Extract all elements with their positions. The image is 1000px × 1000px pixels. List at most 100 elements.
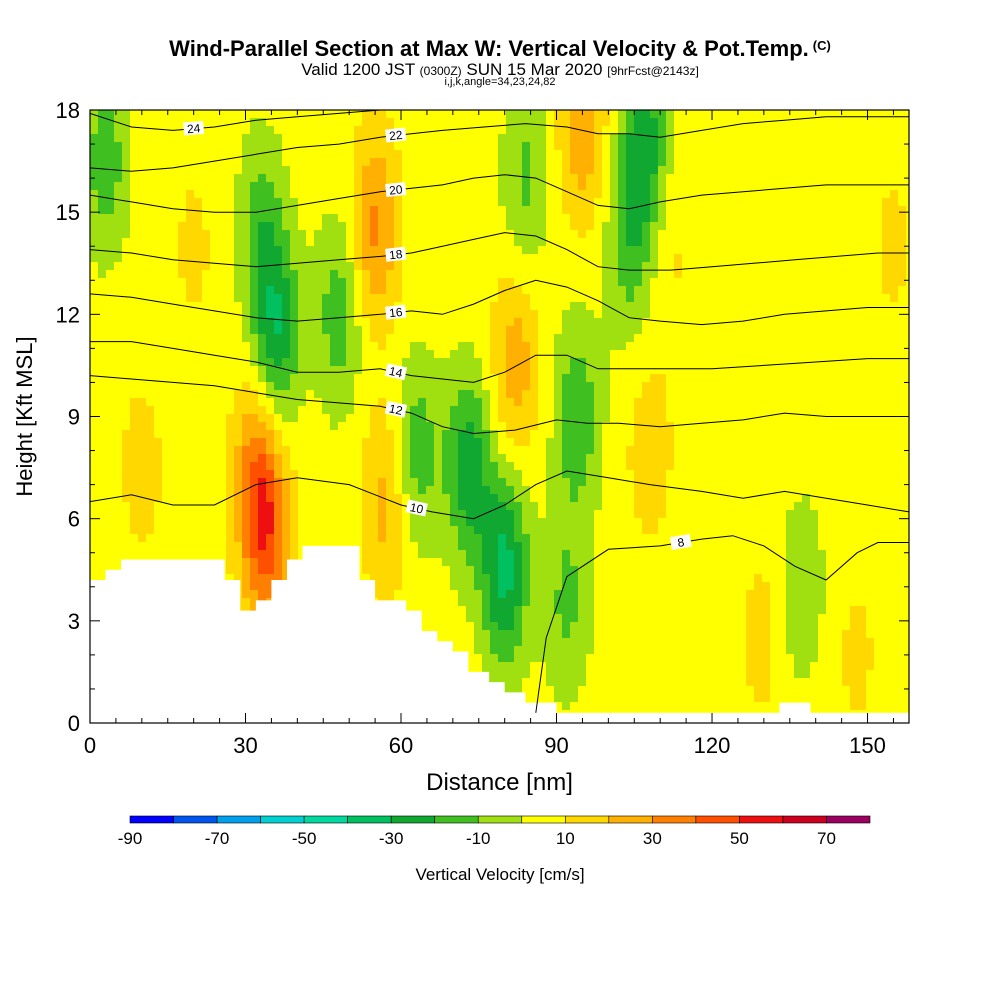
field-cell: [738, 230, 746, 238]
field-cell: [842, 390, 850, 398]
field-cell: [746, 270, 754, 278]
field-cell: [266, 438, 274, 446]
field-cell: [594, 190, 602, 198]
field-cell: [130, 118, 138, 126]
field-cell: [418, 390, 426, 398]
field-cell: [842, 406, 850, 414]
field-cell: [690, 430, 698, 438]
field-cell: [594, 206, 602, 214]
field-cell: [466, 494, 474, 502]
field-cell: [810, 310, 818, 318]
field-cell: [362, 262, 370, 270]
field-cell: [850, 262, 858, 270]
field-cell: [874, 110, 882, 118]
field-cell: [266, 302, 274, 310]
field-cell: [906, 406, 909, 414]
field-cell: [130, 318, 138, 326]
field-cell: [362, 350, 370, 358]
field-cell: [426, 446, 434, 454]
field-cell: [242, 206, 250, 214]
field-cell: [178, 166, 186, 174]
field-cell: [466, 270, 474, 278]
field-cell: [466, 254, 474, 262]
field-cell: [786, 414, 794, 422]
field-cell: [802, 270, 810, 278]
field-cell: [546, 382, 554, 390]
field-cell: [330, 326, 338, 334]
field-cell: [482, 110, 490, 118]
field-cell: [474, 358, 482, 366]
field-cell: [746, 222, 754, 230]
field-cell: [834, 270, 842, 278]
field-cell: [650, 214, 658, 222]
field-cell: [122, 166, 130, 174]
field-cell: [226, 270, 234, 278]
field-cell: [818, 166, 826, 174]
field-cell: [458, 118, 466, 126]
field-cell: [554, 390, 562, 398]
field-cell: [786, 390, 794, 398]
field-cell: [394, 446, 402, 454]
field-cell: [98, 190, 106, 198]
field-cell: [410, 286, 418, 294]
field-cell: [714, 118, 722, 126]
field-cell: [818, 414, 826, 422]
field-cell: [714, 486, 722, 494]
field-cell: [114, 286, 122, 294]
field-cell: [690, 118, 698, 126]
field-cell: [178, 254, 186, 262]
field-cell: [338, 134, 346, 142]
field-cell: [866, 142, 874, 150]
field-cell: [402, 142, 410, 150]
field-cell: [298, 150, 306, 158]
field-cell: [386, 222, 394, 230]
field-cell: [746, 478, 754, 486]
field-cell: [530, 446, 538, 454]
field-cell: [250, 198, 258, 206]
field-cell: [410, 238, 418, 246]
field-cell: [506, 462, 514, 470]
field-cell: [570, 366, 578, 374]
field-cell: [354, 358, 362, 366]
field-cell: [770, 414, 778, 422]
field-cell: [90, 230, 98, 238]
field-cell: [290, 302, 298, 310]
field-cell: [626, 454, 634, 462]
field-cell: [450, 222, 458, 230]
field-cell: [106, 222, 114, 230]
field-cell: [330, 238, 338, 246]
field-cell: [242, 198, 250, 206]
field-cell: [298, 182, 306, 190]
field-cell: [698, 222, 706, 230]
field-cell: [618, 150, 626, 158]
field-cell: [98, 438, 106, 446]
field-cell: [570, 294, 578, 302]
field-cell: [202, 214, 210, 222]
field-cell: [586, 398, 594, 406]
field-cell: [482, 190, 490, 198]
field-cell: [386, 206, 394, 214]
field-cell: [282, 270, 290, 278]
field-cell: [378, 390, 386, 398]
field-cell: [626, 238, 634, 246]
field-cell: [626, 302, 634, 310]
field-cell: [426, 294, 434, 302]
field-cell: [498, 182, 506, 190]
field-cell: [290, 246, 298, 254]
field-cell: [722, 486, 730, 494]
field-cell: [210, 342, 218, 350]
field-cell: [450, 118, 458, 126]
field-cell: [90, 414, 98, 422]
field-cell: [882, 390, 890, 398]
field-cell: [282, 342, 290, 350]
field-cell: [594, 110, 602, 118]
field-cell: [618, 134, 626, 142]
field-cell: [658, 150, 666, 158]
field-cell: [266, 390, 274, 398]
field-cell: [802, 438, 810, 446]
field-cell: [818, 334, 826, 342]
field-cell: [410, 302, 418, 310]
field-cell: [242, 350, 250, 358]
field-cell: [442, 454, 450, 462]
field-cell: [770, 438, 778, 446]
